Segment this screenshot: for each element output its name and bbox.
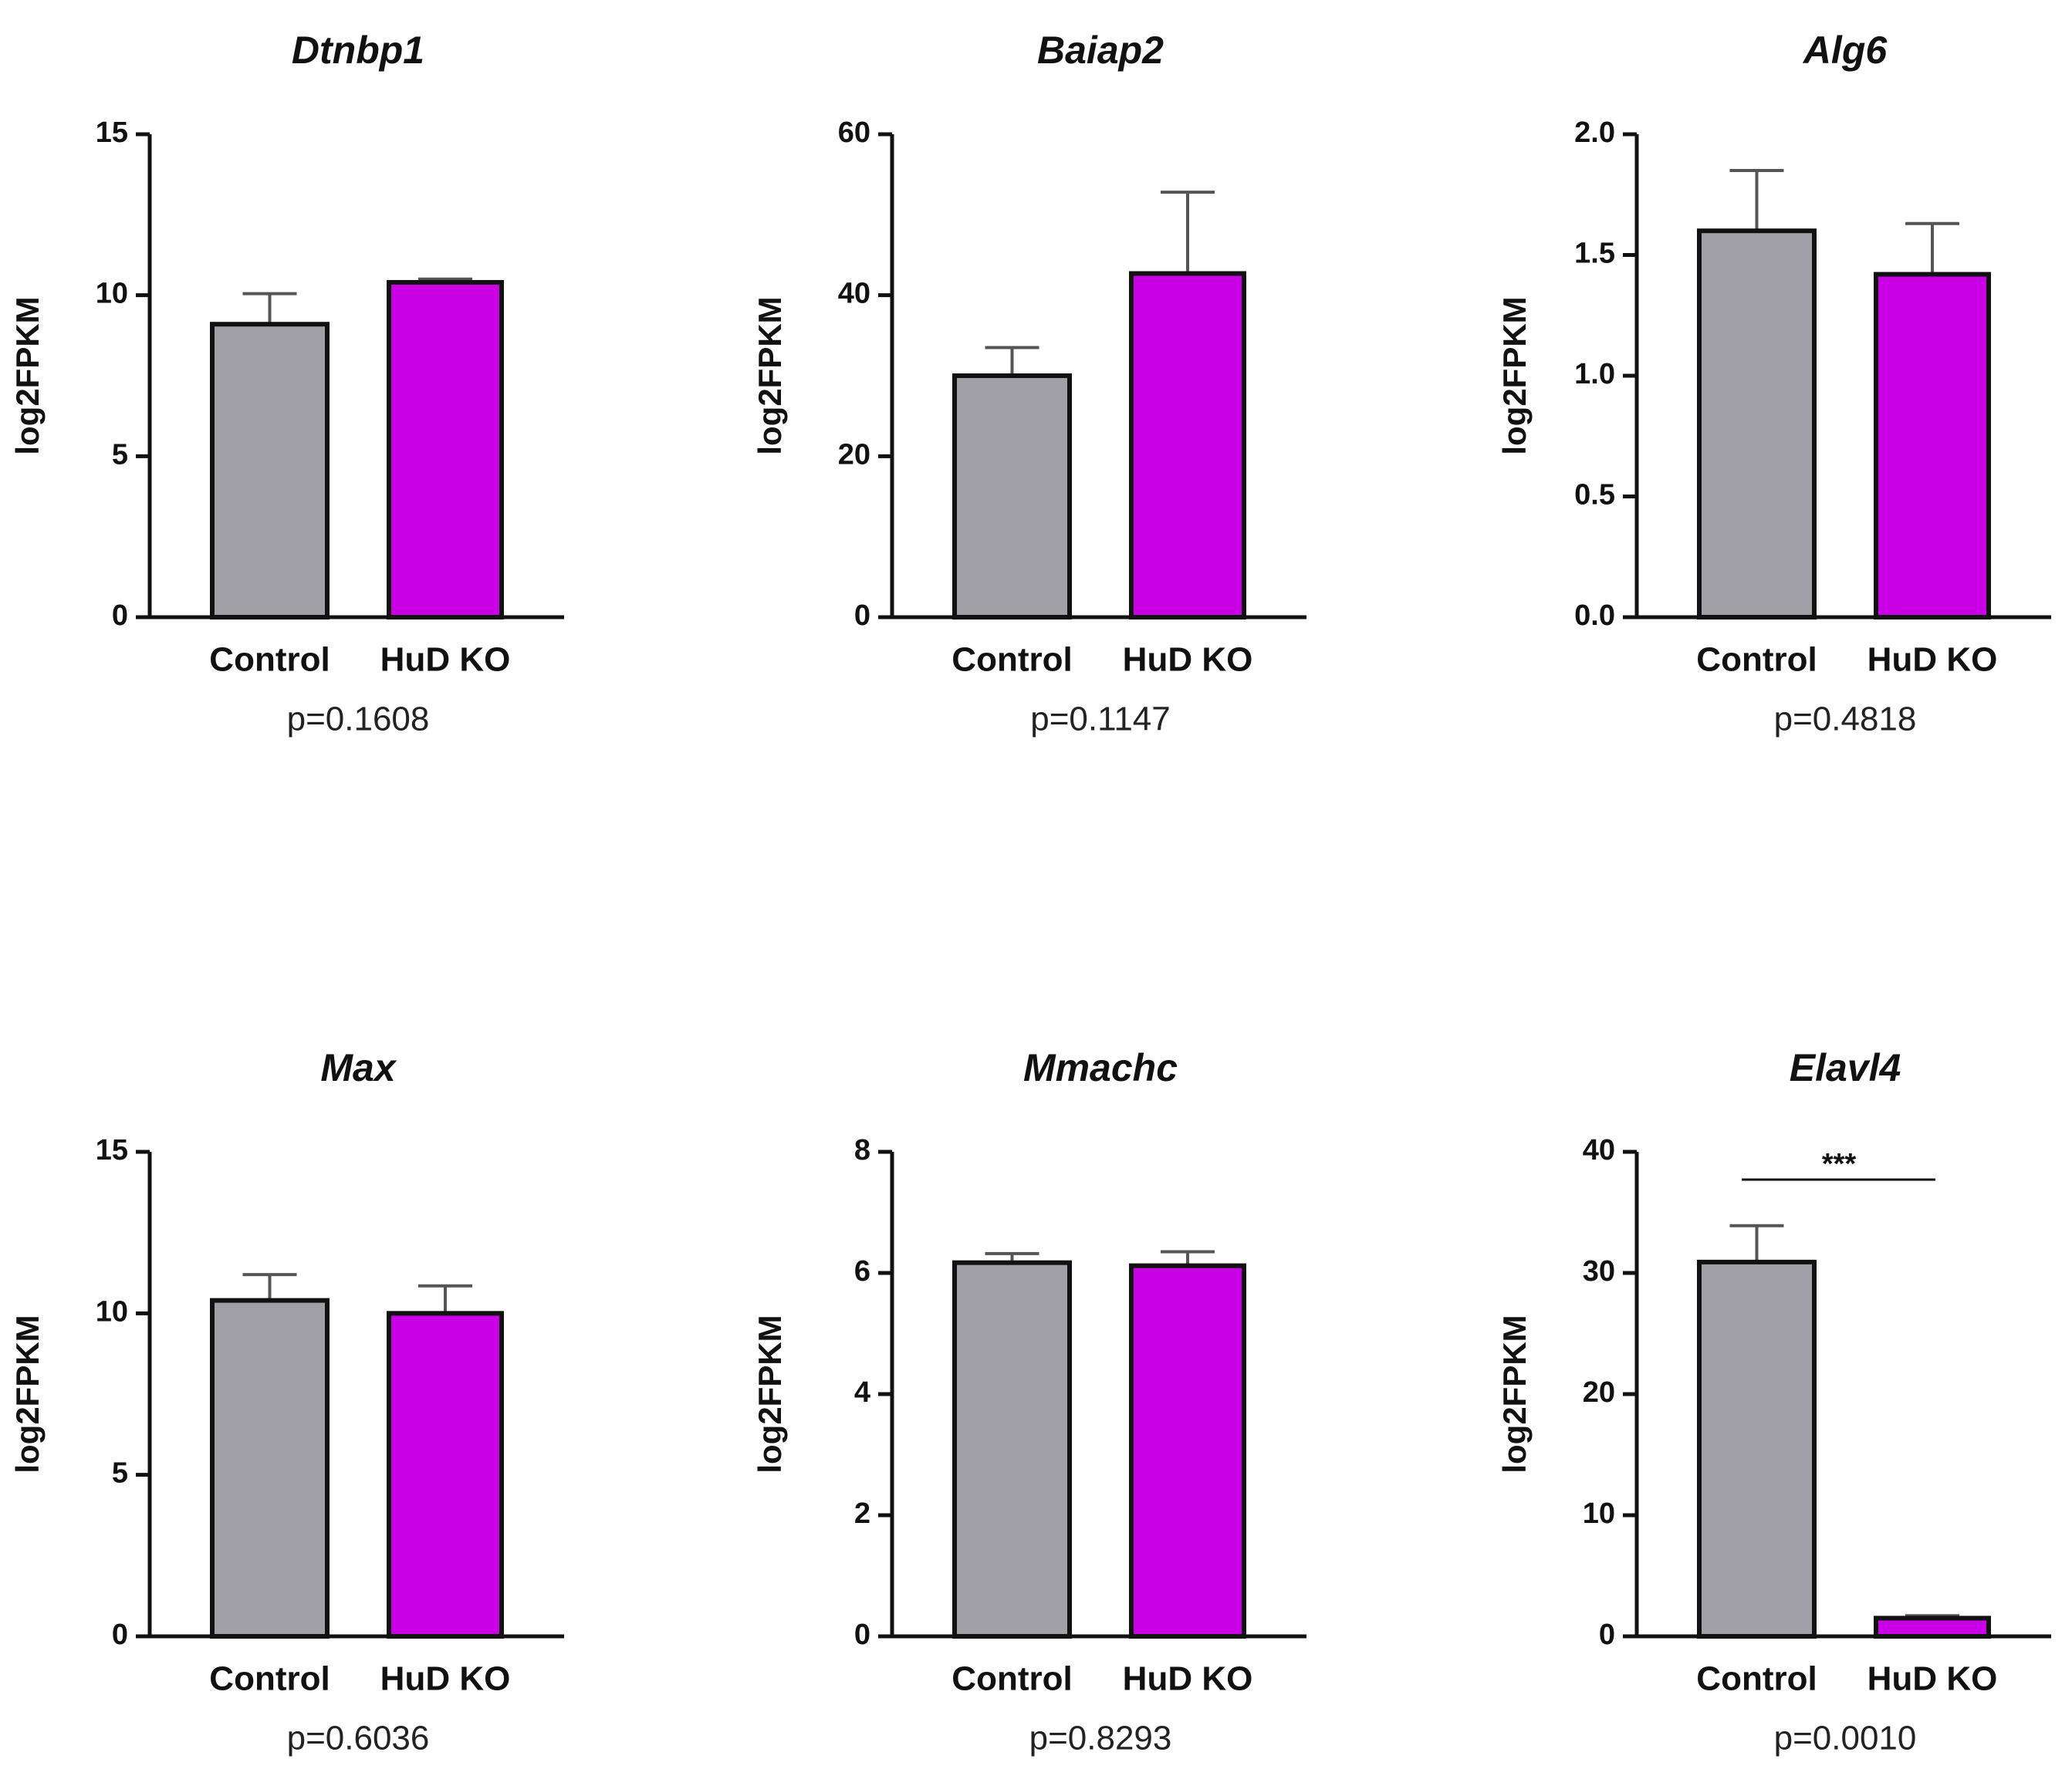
y-tick-label: 0 [854, 1619, 870, 1651]
y-tick-label: 15 [96, 116, 128, 149]
p-value: p=0.6036 [287, 1720, 430, 1757]
x-tick-label: HuD KO [1868, 1660, 1998, 1698]
x-tick-label: HuD KO [380, 1660, 511, 1698]
x-tick-label: Control [951, 1660, 1072, 1698]
x-tick-label: HuD KO [1123, 641, 1253, 679]
y-tick-label: 30 [1583, 1255, 1615, 1288]
bar [210, 1298, 330, 1639]
bar [210, 322, 330, 620]
chart-title: Mmachc [1023, 1046, 1178, 1089]
y-axis-label: log2FPKM [9, 296, 46, 454]
x-tick-label: Control [209, 1660, 330, 1698]
chart-title: Dtnbp1 [292, 29, 424, 72]
y-tick-label: 60 [838, 116, 870, 149]
y-tick-label: 0 [112, 599, 128, 632]
bar [387, 1311, 504, 1639]
y-axis-label: log2FPKM [752, 296, 788, 454]
x-tick-label: HuD KO [1123, 1660, 1253, 1698]
y-tick-label: 0 [112, 1619, 128, 1651]
y-tick-label: 0.0 [1574, 599, 1615, 632]
y-axis-label: log2FPKM [9, 1315, 46, 1473]
y-tick-label: 2.0 [1574, 116, 1615, 149]
y-tick-label: 15 [96, 1134, 128, 1166]
y-axis-label: log2FPKM [1496, 1315, 1533, 1473]
significance-stars: *** [1822, 1148, 1857, 1180]
bar [1129, 271, 1246, 620]
y-tick-label: 10 [96, 1295, 128, 1328]
y-tick-label: 4 [854, 1376, 870, 1409]
y-tick-label: 1.5 [1574, 238, 1615, 270]
x-tick-label: HuD KO [380, 641, 511, 679]
x-tick-label: Control [1696, 641, 1817, 679]
x-tick-label: Control [209, 641, 330, 679]
bar [387, 279, 504, 620]
bar [1874, 1616, 1991, 1639]
chart-title: Alg6 [1802, 29, 1888, 72]
p-value: p=0.0010 [1774, 1720, 1917, 1757]
chart-title: Baiap2 [1037, 29, 1164, 72]
x-tick-label: Control [951, 641, 1072, 679]
y-tick-label: 5 [112, 1457, 128, 1490]
p-value: p=0.8293 [1029, 1720, 1172, 1757]
y-tick-label: 20 [1583, 1376, 1615, 1409]
bar [1129, 1263, 1246, 1639]
y-tick-label: 1.0 [1574, 358, 1615, 390]
bar [1697, 1259, 1817, 1639]
y-tick-label: 10 [96, 278, 128, 310]
x-tick-label: HuD KO [1868, 641, 1998, 679]
y-axis-label: log2FPKM [1496, 296, 1533, 454]
y-tick-label: 6 [854, 1255, 870, 1288]
x-tick-label: Control [1696, 1660, 1817, 1698]
chart-title: Max [320, 1046, 397, 1089]
y-axis-label: log2FPKM [752, 1315, 788, 1473]
p-value: p=0.1608 [287, 701, 430, 738]
y-tick-label: 10 [1583, 1497, 1615, 1530]
bar [952, 373, 1072, 620]
chart-title: Elavl4 [1790, 1046, 1901, 1089]
y-tick-label: 5 [112, 438, 128, 471]
y-tick-label: 8 [854, 1134, 870, 1166]
p-value: p=0.1147 [1030, 701, 1170, 738]
bar [1697, 228, 1817, 620]
y-tick-label: 0 [854, 599, 870, 632]
y-tick-label: 40 [1583, 1134, 1615, 1166]
y-tick-label: 0 [1599, 1619, 1615, 1651]
y-tick-label: 20 [838, 438, 870, 471]
bar [952, 1260, 1072, 1639]
p-value: p=0.4818 [1774, 701, 1917, 738]
y-tick-label: 40 [838, 278, 870, 310]
y-tick-label: 2 [854, 1497, 870, 1530]
y-tick-label: 0.5 [1574, 479, 1615, 511]
bar [1874, 272, 1991, 620]
